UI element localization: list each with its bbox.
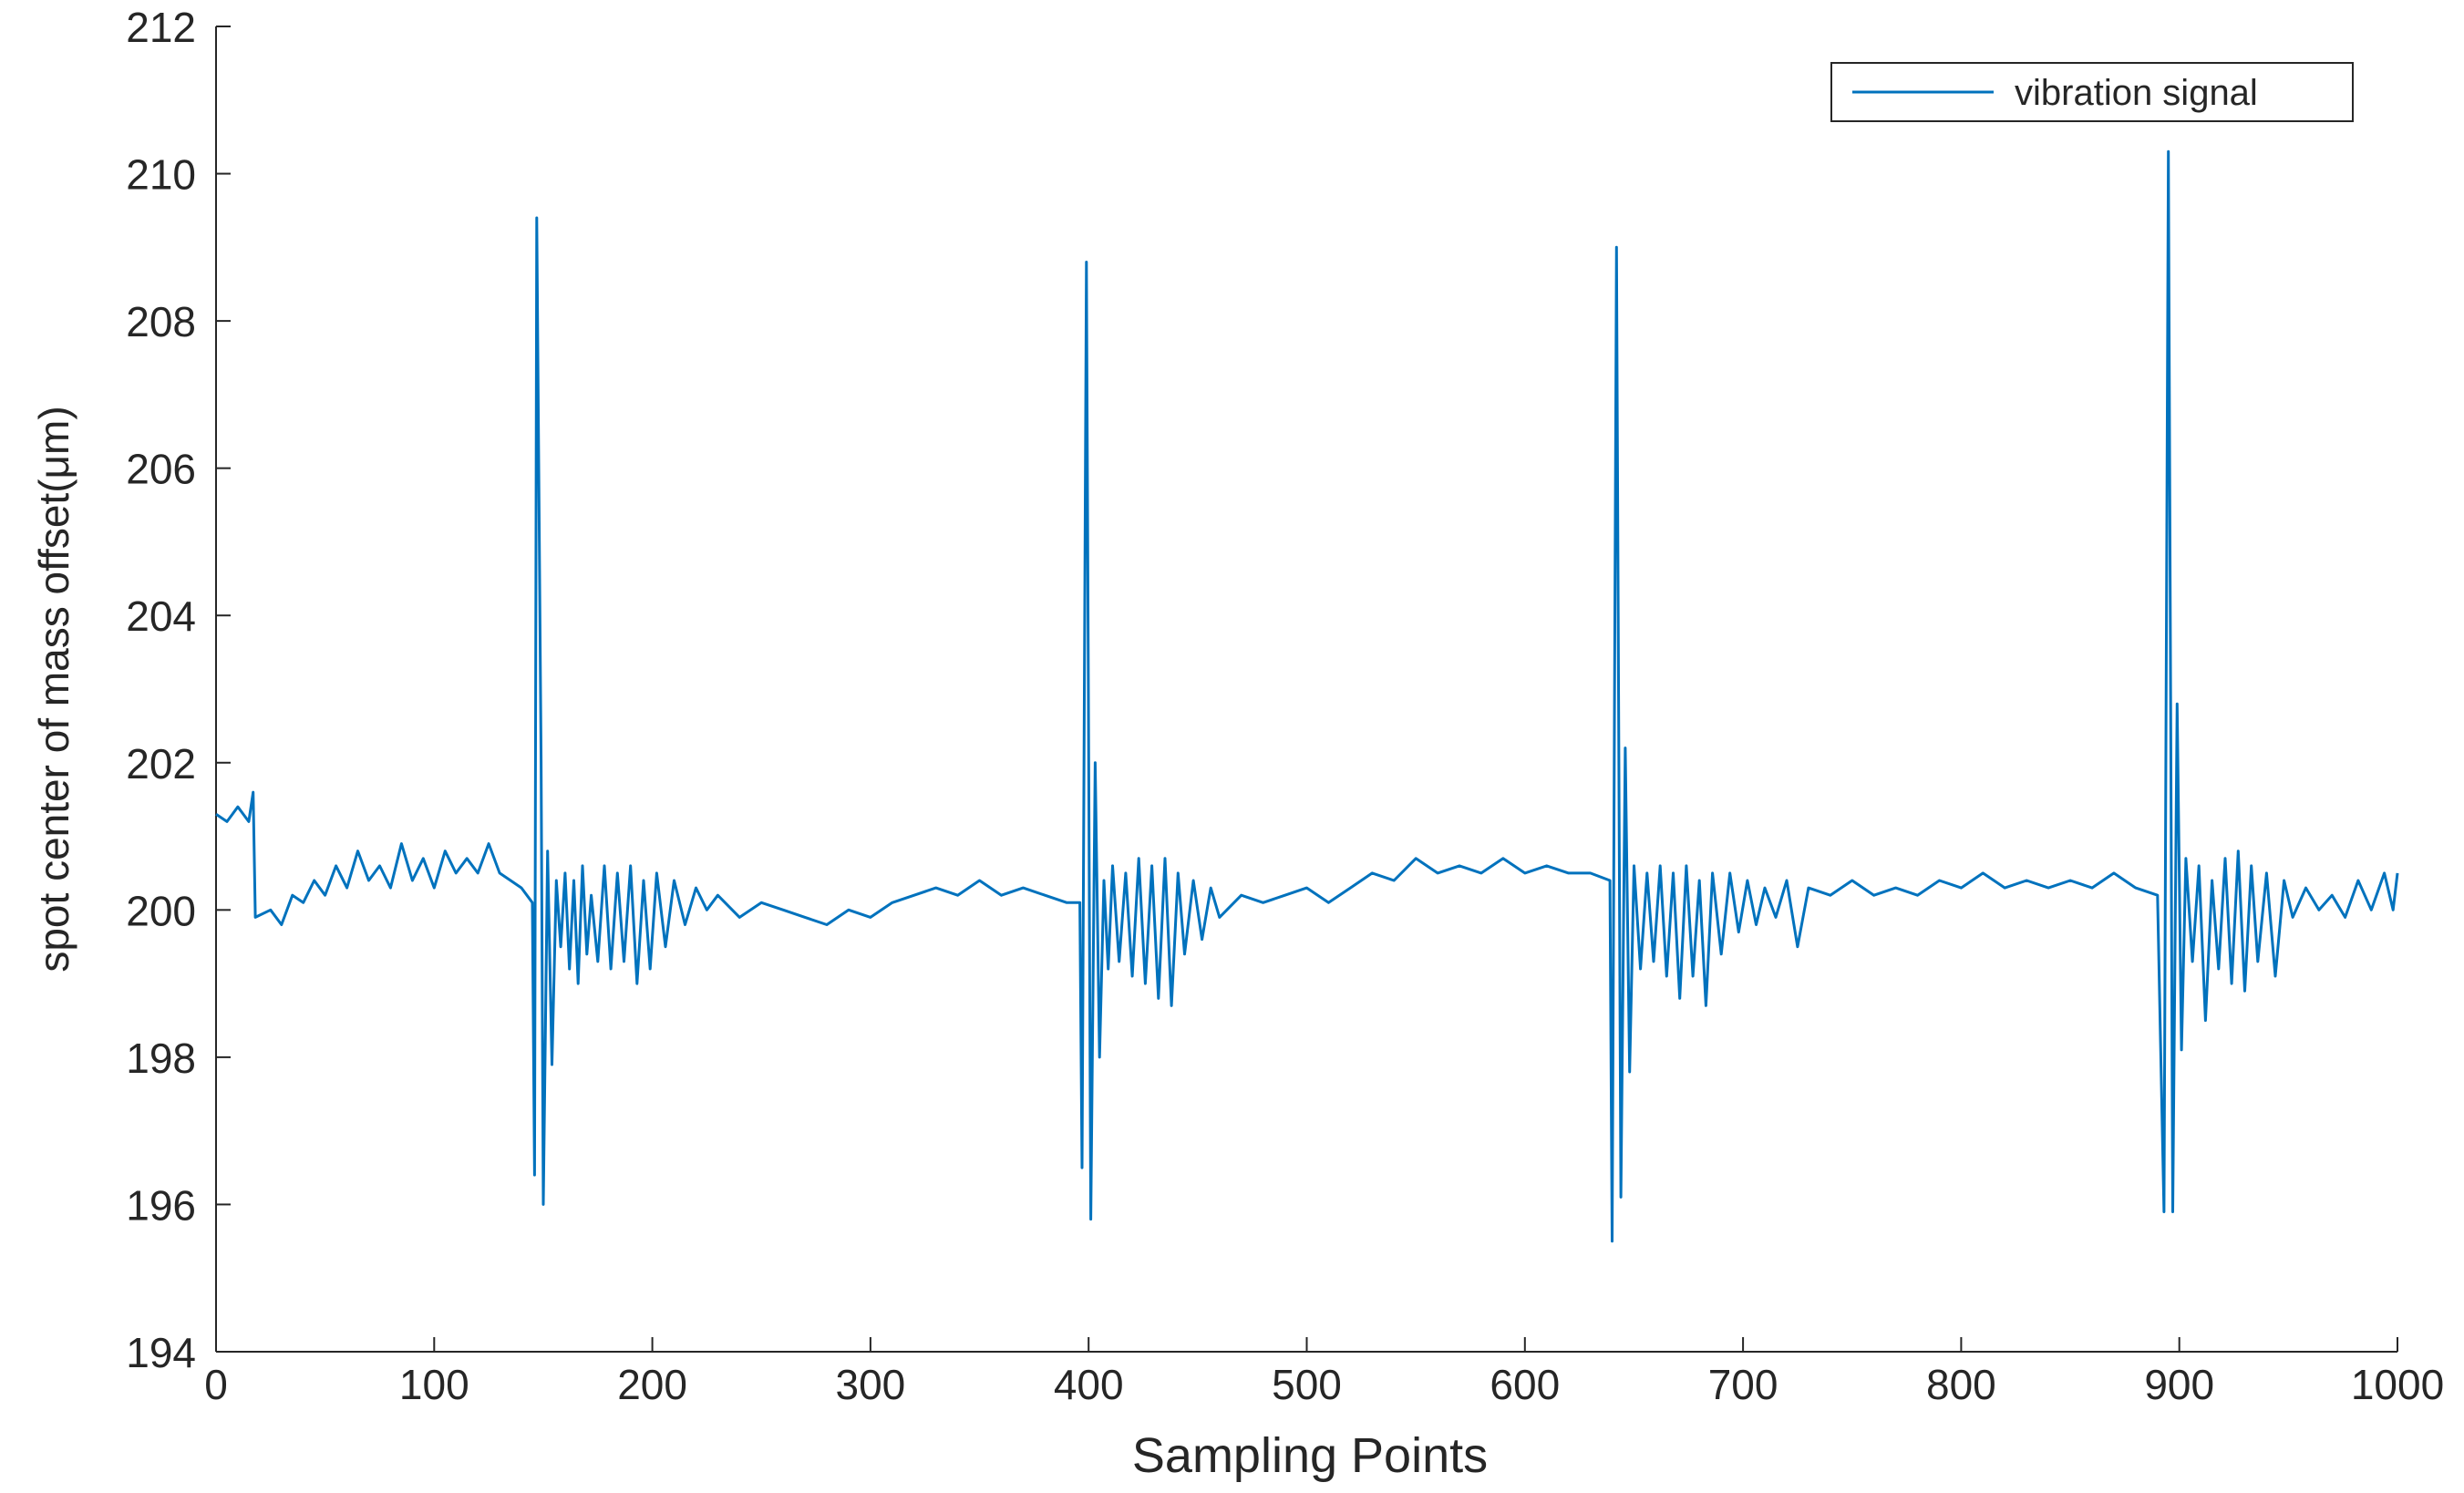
x-tick-label: 100 — [399, 1361, 469, 1408]
x-tick-label: 200 — [617, 1361, 687, 1408]
y-tick-label: 202 — [126, 740, 196, 788]
y-tick-label: 210 — [126, 151, 196, 199]
y-tick-label: 196 — [126, 1181, 196, 1229]
x-tick-label: 800 — [1926, 1361, 1996, 1408]
y-tick-label: 198 — [126, 1035, 196, 1082]
data-line — [215, 149, 2399, 1243]
x-tick-label: 700 — [1708, 1361, 1778, 1408]
x-tick-label: 500 — [1272, 1361, 1342, 1408]
y-tick-label: 206 — [126, 446, 196, 493]
y-axis-label: spot center of mass offset(μm) — [30, 406, 77, 972]
x-tick-label: 600 — [1490, 1361, 1560, 1408]
x-axis-label: Sampling Points — [1132, 1428, 1488, 1483]
x-tick-label: 1000 — [2351, 1361, 2444, 1408]
x-tick-label: 400 — [1054, 1361, 1124, 1408]
y-tick-label: 200 — [126, 887, 196, 934]
y-tick-label: 204 — [126, 592, 196, 640]
x-tick-label: 300 — [836, 1361, 906, 1408]
legend-label: vibration signal — [2015, 73, 2258, 113]
y-tick-label: 212 — [126, 4, 196, 51]
x-tick-label: 900 — [2144, 1361, 2214, 1408]
x-tick-label: 0 — [204, 1361, 228, 1408]
y-tick-label: 208 — [126, 298, 196, 345]
y-tick-label: 194 — [126, 1329, 196, 1376]
